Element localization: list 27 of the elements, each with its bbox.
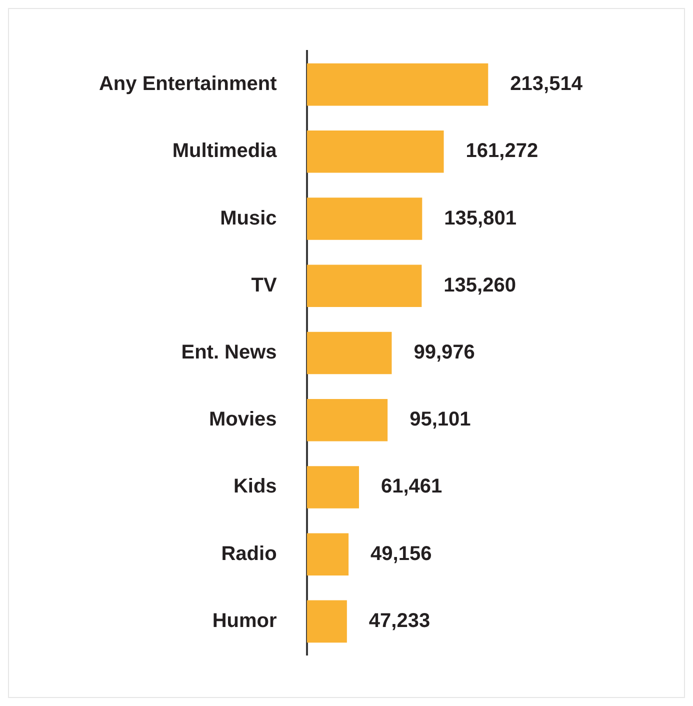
y-tick-label: Music [220, 207, 277, 230]
data-label: 135,801 [444, 207, 516, 230]
y-tick-label: TV [251, 274, 278, 296]
bar [306, 264, 422, 308]
bar [306, 533, 349, 576]
y-tick-label: Humor [212, 610, 278, 632]
data-label: 135,260 [444, 274, 516, 296]
bar [306, 600, 347, 643]
bar [306, 130, 444, 173]
data-label: 99,976 [414, 342, 475, 364]
bar [306, 63, 488, 106]
y-tick-label: Radio [221, 542, 277, 565]
y-tick-label: Kids [233, 476, 277, 498]
y-tick-label: Movies [208, 408, 277, 431]
data-label: 213,514 [510, 73, 584, 96]
data-label: 61,461 [381, 476, 442, 498]
bar [306, 198, 422, 240]
y-tick-label: Any Entertainment [98, 73, 278, 96]
y-tick-label: Multimedia [172, 140, 278, 162]
y-tick-label: Ent. News [181, 342, 277, 364]
data-label: 47,233 [368, 610, 430, 632]
data-label: 161,272 [466, 140, 538, 162]
bar [306, 332, 392, 374]
bar [306, 398, 388, 442]
data-label: 49,156 [370, 542, 432, 565]
data-label: 95,101 [410, 408, 471, 431]
bar [306, 466, 360, 508]
